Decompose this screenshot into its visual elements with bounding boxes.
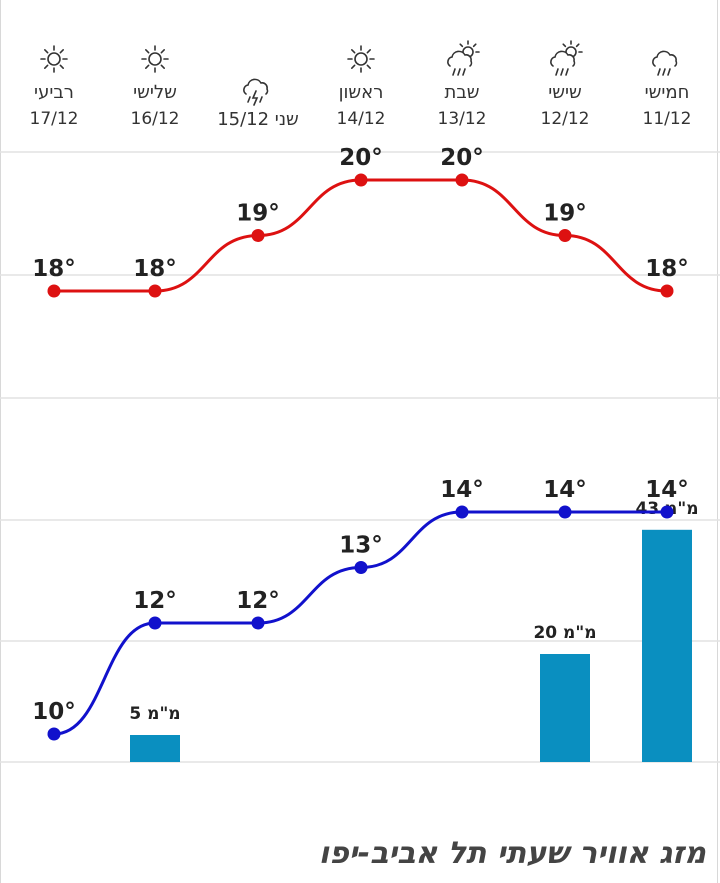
high-temp-point <box>455 173 469 187</box>
high-temp-label: 19° <box>236 201 280 227</box>
date-label: 17/12 <box>30 109 79 129</box>
rain-bar <box>130 735 180 762</box>
low-temp-point <box>558 505 572 519</box>
sun-cloud-rain-icon <box>447 40 480 76</box>
rain-bar <box>642 529 692 762</box>
low-temp-label: 14° <box>440 477 484 503</box>
low-temp-label: 10° <box>32 699 76 725</box>
date-label: 11/12 <box>643 109 692 129</box>
high-temp-point <box>251 229 265 242</box>
rain-bar <box>540 654 590 762</box>
low-temp-point <box>354 561 368 574</box>
day-label: שלישי <box>133 82 177 103</box>
date-label: 14/12 <box>337 109 386 129</box>
high-temp-label: 18° <box>645 256 689 282</box>
cloud-rain-icon <box>652 50 678 76</box>
day-label: רביעי <box>34 82 74 103</box>
low-temp-label: 14° <box>645 477 689 503</box>
sun-cloud-rain-icon <box>550 40 583 76</box>
high-temp-point <box>148 284 162 298</box>
day-label: ראשון <box>339 82 384 103</box>
low-temp-label: 12° <box>133 588 177 614</box>
day-label: חמישי <box>645 82 690 103</box>
rain-label: 20 מ"מ <box>533 623 596 643</box>
high-temp-point <box>558 229 572 242</box>
weather-chart: רביעי 17/12 שלישי 16/12 שני 15/12 ראשון 14/12 ש… <box>0 40 720 763</box>
high-temp-point <box>47 284 61 298</box>
date-label: 16/12 <box>131 109 180 129</box>
rain-thunder-icon <box>243 78 269 106</box>
low-temp-label: 12° <box>236 588 280 614</box>
rain-label: 5 מ"מ <box>129 704 180 724</box>
low-temp-label: 14° <box>543 477 587 503</box>
day-label: שבת <box>445 82 480 103</box>
low-temp-point <box>251 616 265 630</box>
page-title: מזג אוויר שעתי תל אביב-יפו <box>318 836 706 871</box>
high-temp-label: 20° <box>339 145 383 171</box>
day-date-label: שני 15/12 <box>217 109 299 130</box>
low-temp-point <box>148 616 162 630</box>
sun-icon <box>40 45 68 73</box>
high-temp-point <box>354 173 368 187</box>
day-label: שישי <box>548 82 582 103</box>
high-temp-label: 18° <box>133 256 177 282</box>
high-temp-label: 19° <box>543 201 587 227</box>
sun-icon <box>347 45 375 73</box>
date-label: 12/12 <box>541 109 590 129</box>
date-label: 13/12 <box>438 109 487 129</box>
high-temp-point <box>660 284 674 298</box>
sun-icon <box>141 45 169 73</box>
low-temp-label: 13° <box>339 533 383 559</box>
low-temp-point <box>47 727 61 741</box>
high-temp-label: 20° <box>440 145 484 171</box>
low-temp-point <box>660 505 674 519</box>
high-temp-label: 18° <box>32 256 76 282</box>
low-temp-point <box>455 505 469 519</box>
